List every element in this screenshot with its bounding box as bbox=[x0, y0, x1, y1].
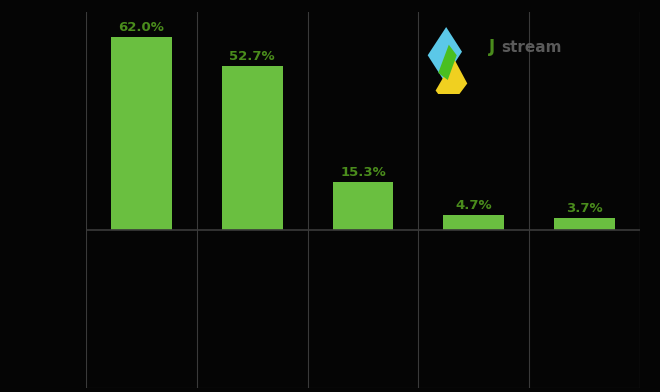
Text: 3.7%: 3.7% bbox=[566, 202, 603, 215]
Bar bbox=[554, 218, 615, 230]
Text: 52.7%: 52.7% bbox=[229, 49, 275, 63]
Text: 4.7%: 4.7% bbox=[455, 199, 492, 212]
Bar bbox=[111, 37, 172, 230]
Polygon shape bbox=[428, 27, 462, 80]
Text: J: J bbox=[488, 38, 495, 56]
Bar bbox=[333, 182, 393, 230]
Text: stream: stream bbox=[502, 40, 562, 54]
Text: 15.3%: 15.3% bbox=[340, 166, 386, 179]
Bar bbox=[222, 66, 282, 230]
Polygon shape bbox=[436, 59, 467, 108]
Text: 62.0%: 62.0% bbox=[118, 21, 164, 34]
Polygon shape bbox=[438, 45, 457, 80]
Bar bbox=[444, 215, 504, 230]
